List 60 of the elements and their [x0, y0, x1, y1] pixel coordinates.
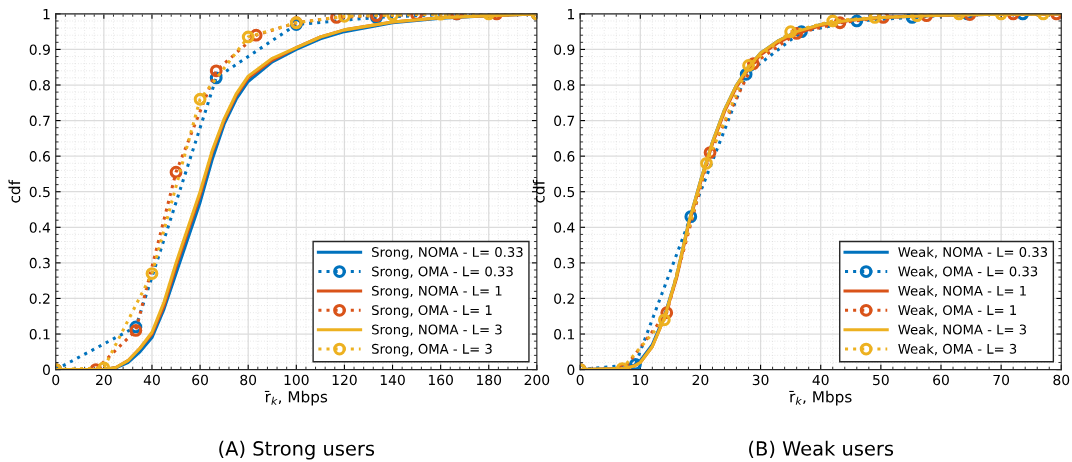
y-tick-label: 0.3: [554, 257, 575, 269]
y-tick-label: 0.5: [29, 186, 50, 198]
legend-label: Srong, OMA - L= 0.33: [372, 266, 513, 279]
y-tick-label: 0.4: [29, 222, 51, 233]
y-axis-title: cdf: [8, 179, 21, 203]
x-tick-label: 80: [240, 374, 257, 386]
x-tick-label: 100: [284, 374, 309, 386]
x-tick-label: 160: [428, 374, 453, 386]
legend-label: Weak, NOMA - L= 0.33: [898, 246, 1048, 259]
legend-label: Weak, OMA - L= 0.33: [898, 266, 1038, 278]
y-tick-label: 1: [567, 9, 575, 20]
legend-label: Srong, NOMA - L= 3: [372, 324, 502, 338]
x-tick-label: 30: [752, 374, 769, 386]
x-tick-label: 70: [993, 374, 1010, 386]
y-tick-label: 0.7: [29, 115, 50, 127]
y-tick-label: 0.2: [29, 293, 50, 304]
x-tick-label: 140: [380, 374, 405, 386]
x-tick-label: 60: [933, 374, 949, 386]
y-tick-label: 0.2: [554, 293, 574, 304]
y-tick-label: 0.8: [29, 79, 50, 91]
legend-label: Weak, NOMA - L= 1: [898, 285, 1026, 298]
x-tick-label: 20: [692, 374, 709, 386]
legend-label: Srong, NOMA - L= 1: [372, 285, 502, 299]
x-tick-label: 80: [1053, 374, 1070, 386]
legend-label: Srong, NOMA - L= 0.33: [372, 247, 523, 260]
y-tick-label: 0.6: [29, 151, 51, 162]
x-tick-label: 120: [332, 374, 357, 386]
y-tick-label: 0.7: [554, 115, 575, 127]
x-tick-label: 10: [632, 374, 649, 386]
y-tick-label: 0: [42, 364, 50, 376]
x-tick-label: 200: [524, 374, 550, 386]
x-tick-label: 40: [812, 374, 829, 386]
legend-label: Weak, OMA - L= 1: [898, 304, 1017, 317]
x-tick-label: 0: [52, 374, 60, 386]
y-tick-label: 0.6: [554, 151, 575, 162]
text: (B) Weak users: [749, 440, 894, 459]
x-tick-label: 50: [873, 374, 889, 386]
y-tick-label: 0.5: [554, 186, 575, 198]
x-axis-title: r̄$_{k}$, Mbps: [264, 390, 328, 406]
y-tick-label: 0.1: [554, 328, 575, 340]
x-axis-title: r̄$_{k}$, Mbps: [789, 390, 852, 406]
legend-label: Srong, OMA - L= 1: [372, 305, 492, 318]
legend-label: Weak, OMA - L= 3: [898, 343, 1017, 356]
y-tick-label: 0: [567, 364, 575, 376]
y-tick-label: 0.4: [554, 222, 575, 233]
x-tick-label: 60: [192, 374, 208, 386]
y-tick-label: 0.3: [29, 257, 50, 269]
x-tick-label: 40: [143, 374, 160, 386]
x-tick-label: 0: [576, 374, 584, 386]
legend-label: Srong, OMA - L= 3: [372, 343, 492, 357]
y-tick-label: 0.9: [554, 44, 575, 55]
y-tick-label: 1: [43, 9, 50, 20]
x-tick-label: 180: [477, 374, 502, 386]
text: (A) Strong users: [219, 440, 375, 460]
y-axis-title: cdf: [532, 179, 545, 203]
y-tick-label: 0.1: [29, 328, 50, 340]
legend-label: Weak, NOMA - L= 3: [898, 324, 1027, 336]
x-tick-label: 20: [96, 374, 112, 386]
y-tick-label: 0.9: [29, 44, 50, 55]
y-tick-label: 0.8: [554, 79, 575, 91]
